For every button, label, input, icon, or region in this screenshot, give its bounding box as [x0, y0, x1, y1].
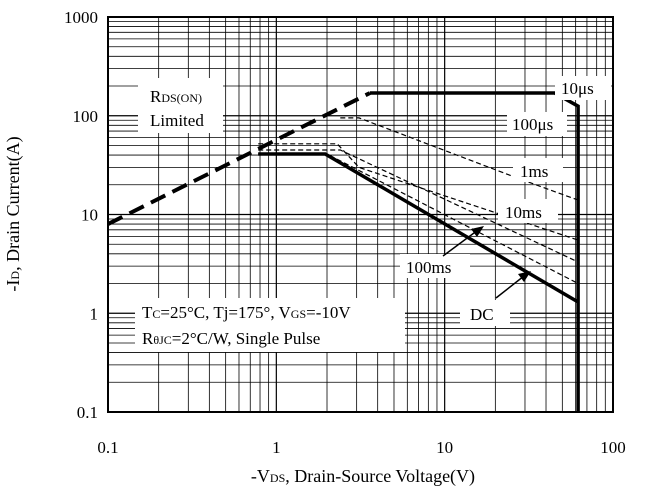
y-tick-label: 100 [73, 107, 99, 126]
annotation-1ms: 1ms [513, 158, 563, 182]
x-tick-label: 0.1 [97, 438, 118, 457]
y-tick-label: 10 [81, 206, 98, 225]
annotation-10us: 10μs [555, 76, 611, 100]
y-tick-label: 1 [90, 304, 99, 323]
y-axis-title: -ID, Drain Current(A) [3, 136, 24, 291]
label-100us: 100μs [512, 115, 553, 134]
series-rds-on-limited [107, 91, 371, 226]
label-1ms: 1ms [520, 162, 548, 181]
x-tick-label: 1 [272, 438, 281, 457]
label-10us: 10μs [561, 79, 594, 98]
rdson-label-line2: Limited [150, 111, 204, 130]
series-dc [258, 152, 579, 304]
y-tick-labels: 0.1 1 10 100 1000 [64, 8, 98, 422]
label-100ms: 100ms [406, 258, 451, 277]
x-axis-title: -VDS, Drain-Source Voltage(V) [251, 466, 475, 487]
arrowhead-dc [518, 271, 531, 282]
series-1ms [258, 143, 579, 241]
annotation-100ms: 100ms [400, 226, 484, 278]
arrow-100ms [442, 229, 479, 257]
annotation-10ms: 10ms [498, 199, 558, 223]
y-tick-label: 1000 [64, 8, 98, 27]
arrowhead-100ms [471, 226, 484, 237]
label-10ms: 10ms [505, 203, 542, 222]
plot-frame [107, 16, 614, 413]
x-tick-label: 10 [436, 438, 453, 457]
label-dc: DC [470, 305, 494, 324]
arrow-dc [495, 275, 525, 299]
annotation-100us: 100μs [507, 112, 567, 136]
x-tick-label: 100 [600, 438, 626, 457]
annotation-dc: DC [460, 271, 531, 326]
annotation-conditions: TC=25°C, Tj=175°, VGS=-10V RθJC=2°C/W, S… [135, 298, 405, 352]
x-tick-labels: 0.1 1 10 100 [97, 438, 625, 457]
series-10-s [370, 91, 580, 412]
conditions-line1: TC=25°C, Tj=175°, VGS=-10V [142, 303, 351, 322]
series-lines [107, 91, 580, 412]
series-10ms [258, 149, 579, 263]
series-100-s [340, 117, 579, 201]
annotation-rdson: RDS(ON) Limited [138, 78, 223, 133]
conditions-line2: RθJC=2°C/W, Single Pulse [142, 329, 320, 348]
y-tick-label: 0.1 [77, 403, 98, 422]
rdson-label-line1: RDS(ON) [150, 87, 202, 106]
